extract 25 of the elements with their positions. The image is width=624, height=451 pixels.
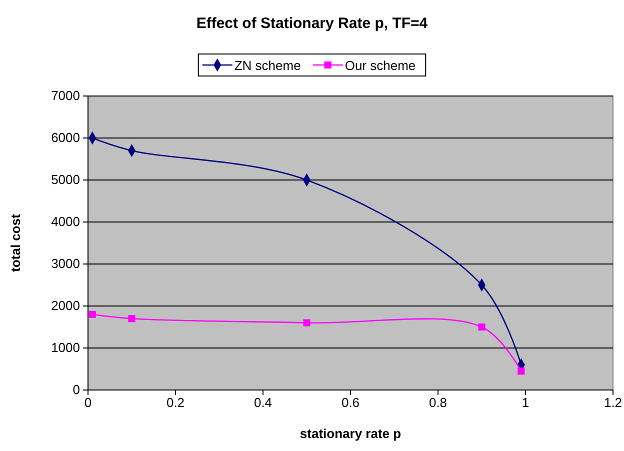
y-tick-label: 5000: [51, 172, 80, 188]
x-tick-label: 0.8: [428, 395, 448, 410]
x-tick-label: 0.6: [341, 395, 360, 410]
y-tick-label: 7000: [51, 88, 80, 104]
point: [518, 368, 525, 375]
y-tick-label: 1000: [51, 340, 80, 356]
y-axis-title: total cost: [8, 213, 23, 272]
point: [128, 315, 136, 322]
chart-title: Effect of Stationary Rate p, TF=4: [196, 15, 428, 32]
point: [88, 310, 96, 318]
y-tick-label: 4000: [51, 214, 80, 230]
x-tick-label: 1: [522, 395, 530, 410]
y-tick-label: 0: [72, 382, 80, 398]
x-axis-title: stationary rate p: [300, 426, 402, 441]
x-tick-label: 0.2: [166, 395, 185, 410]
x-tick-label: 0: [84, 395, 92, 410]
y-tick-label: 3000: [51, 256, 80, 272]
x-tick-label: 0.4: [254, 395, 272, 410]
legend-label: Our scheme: [344, 58, 416, 73]
y-tick-label: 2000: [51, 298, 80, 314]
legend-label: ZN scheme: [234, 58, 301, 73]
point: [478, 323, 486, 331]
y-tick-label: 6000: [51, 130, 80, 146]
point: [303, 319, 310, 326]
x-tick-label: 1.2: [604, 395, 622, 410]
